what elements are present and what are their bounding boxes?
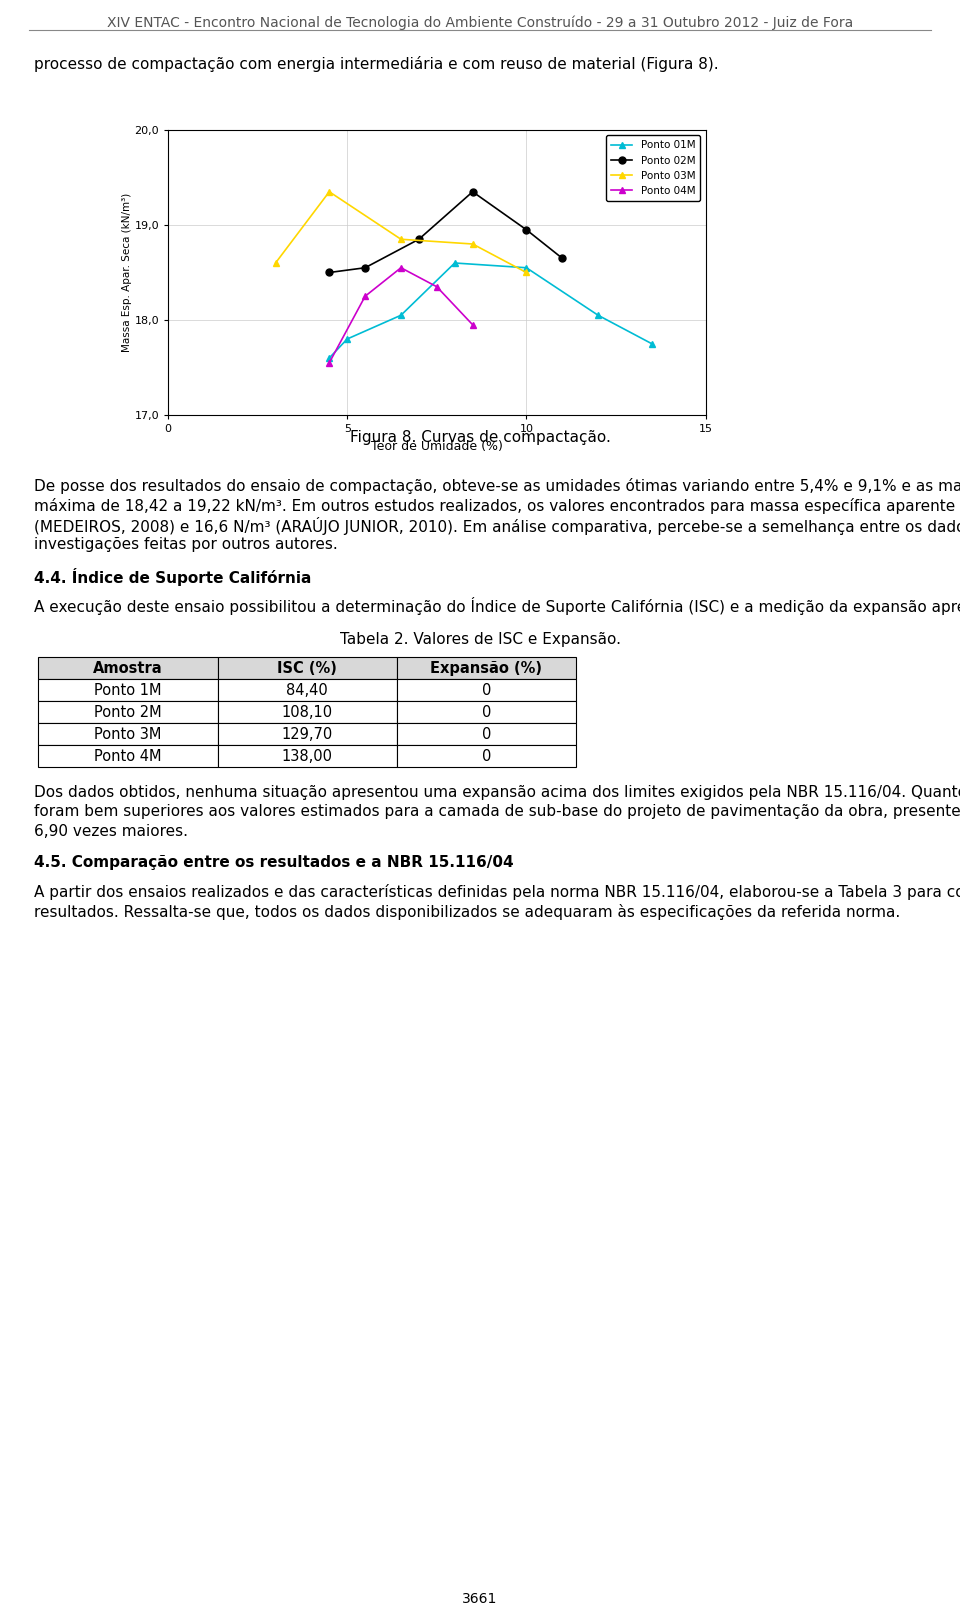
Ponto 03M xyxy=(396,230,407,249)
Text: Dos dados obtidos, nenhuma situação apresentou uma expansão acima dos limites ex: Dos dados obtidos, nenhuma situação apre… xyxy=(34,785,960,800)
Text: 129,70: 129,70 xyxy=(281,727,333,742)
Text: Tabela 2. Valores de ISC e Expansão.: Tabela 2. Valores de ISC e Expansão. xyxy=(340,632,620,647)
Ponto 02M xyxy=(413,230,424,249)
Ponto 02M xyxy=(557,249,568,269)
Text: 6,90 vezes maiores.: 6,90 vezes maiores. xyxy=(34,824,187,838)
Text: 3661: 3661 xyxy=(463,1591,497,1606)
Ponto 04M xyxy=(359,286,371,306)
Ponto 04M xyxy=(431,277,443,296)
FancyBboxPatch shape xyxy=(38,658,218,679)
Text: resultados. Ressalta-se que, todos os dados disponibilizados se adequaram às esp: resultados. Ressalta-se que, todos os da… xyxy=(34,904,900,920)
Ponto 01M xyxy=(646,335,658,354)
FancyBboxPatch shape xyxy=(396,679,576,702)
Ponto 01M xyxy=(449,253,461,272)
Ponto 04M xyxy=(467,315,478,335)
Text: Amostra: Amostra xyxy=(93,661,163,676)
Text: 4.5. Comparação entre os resultados e a NBR 15.116/04: 4.5. Comparação entre os resultados e a … xyxy=(34,854,514,870)
Text: investigações feitas por outros autores.: investigações feitas por outros autores. xyxy=(34,536,337,552)
Ponto 02M xyxy=(520,220,532,240)
Line: Ponto 01M: Ponto 01M xyxy=(325,259,656,362)
FancyBboxPatch shape xyxy=(218,724,396,745)
FancyBboxPatch shape xyxy=(396,702,576,724)
Ponto 04M xyxy=(324,352,335,372)
Text: 0: 0 xyxy=(482,682,492,698)
Text: máxima de 18,42 a 19,22 kN/m³. Em outros estudos realizados, os valores encontra: máxima de 18,42 a 19,22 kN/m³. Em outros… xyxy=(34,497,960,513)
Line: Ponto 04M: Ponto 04M xyxy=(325,264,476,367)
Text: processo de compactação com energia intermediária e com reuso de material (Figur: processo de compactação com energia inte… xyxy=(34,56,718,72)
Ponto 01M xyxy=(342,330,353,349)
Text: 84,40: 84,40 xyxy=(286,682,328,698)
Text: Expansão (%): Expansão (%) xyxy=(430,661,542,676)
Text: 138,00: 138,00 xyxy=(281,748,333,764)
Text: (MEDEIROS, 2008) e 16,6 N/m³ (ARAÚJO JUNIOR, 2010). Em análise comparativa, perc: (MEDEIROS, 2008) e 16,6 N/m³ (ARAÚJO JUN… xyxy=(34,516,960,536)
Ponto 01M xyxy=(592,306,604,325)
Text: Ponto 1M: Ponto 1M xyxy=(94,682,161,698)
FancyBboxPatch shape xyxy=(38,745,218,767)
FancyBboxPatch shape xyxy=(218,658,396,679)
FancyBboxPatch shape xyxy=(396,745,576,767)
Ponto 03M xyxy=(324,182,335,201)
Ponto 03M xyxy=(270,253,281,272)
Text: ISC (%): ISC (%) xyxy=(277,661,337,676)
Text: 0: 0 xyxy=(482,727,492,742)
FancyBboxPatch shape xyxy=(218,745,396,767)
FancyBboxPatch shape xyxy=(38,702,218,724)
Ponto 03M xyxy=(520,262,532,282)
Text: 0: 0 xyxy=(482,748,492,764)
Text: De posse dos resultados do ensaio de compactação, obteve-se as umidades ótimas v: De posse dos resultados do ensaio de com… xyxy=(34,478,960,494)
Ponto 04M xyxy=(396,257,407,277)
Text: 108,10: 108,10 xyxy=(281,705,333,719)
FancyBboxPatch shape xyxy=(218,679,396,702)
Ponto 03M xyxy=(467,235,478,254)
Ponto 01M xyxy=(396,306,407,325)
Text: XIV ENTAC - Encontro Nacional de Tecnologia do Ambiente Construído - 29 a 31 Out: XIV ENTAC - Encontro Nacional de Tecnolo… xyxy=(107,16,853,31)
Text: A partir dos ensaios realizados e das características definidas pela norma NBR 1: A partir dos ensaios realizados e das ca… xyxy=(34,885,960,901)
Text: 0: 0 xyxy=(482,705,492,719)
Text: Ponto 4M: Ponto 4M xyxy=(94,748,161,764)
Text: A execução deste ensaio possibilitou a determinação do Índice de Suporte Califór: A execução deste ensaio possibilitou a d… xyxy=(34,597,960,615)
Text: 4.4. Índice de Suporte Califórnia: 4.4. Índice de Suporte Califórnia xyxy=(34,568,311,586)
FancyBboxPatch shape xyxy=(396,658,576,679)
FancyBboxPatch shape xyxy=(38,679,218,702)
Legend: Ponto 01M, Ponto 02M, Ponto 03M, Ponto 04M: Ponto 01M, Ponto 02M, Ponto 03M, Ponto 0… xyxy=(606,135,701,201)
Line: Ponto 02M: Ponto 02M xyxy=(325,188,565,277)
Ponto 01M xyxy=(324,348,335,367)
Text: Figura 8. Curvas de compactação.: Figura 8. Curvas de compactação. xyxy=(349,430,611,446)
Y-axis label: Massa Esp. Apar. Seca (kN/m³): Massa Esp. Apar. Seca (kN/m³) xyxy=(122,193,132,352)
Ponto 01M xyxy=(520,257,532,277)
Text: Ponto 2M: Ponto 2M xyxy=(94,705,162,719)
FancyBboxPatch shape xyxy=(38,724,218,745)
X-axis label: Teor de Umidade (%): Teor de Umidade (%) xyxy=(371,439,503,452)
Text: Ponto 3M: Ponto 3M xyxy=(94,727,161,742)
FancyBboxPatch shape xyxy=(218,702,396,724)
FancyBboxPatch shape xyxy=(396,724,576,745)
Ponto 02M xyxy=(467,182,478,201)
Text: foram bem superiores aos valores estimados para a camada de sub-base do projeto : foram bem superiores aos valores estimad… xyxy=(34,804,960,819)
Ponto 02M xyxy=(324,262,335,282)
Line: Ponto 03M: Ponto 03M xyxy=(272,188,530,277)
Ponto 02M xyxy=(359,257,371,277)
